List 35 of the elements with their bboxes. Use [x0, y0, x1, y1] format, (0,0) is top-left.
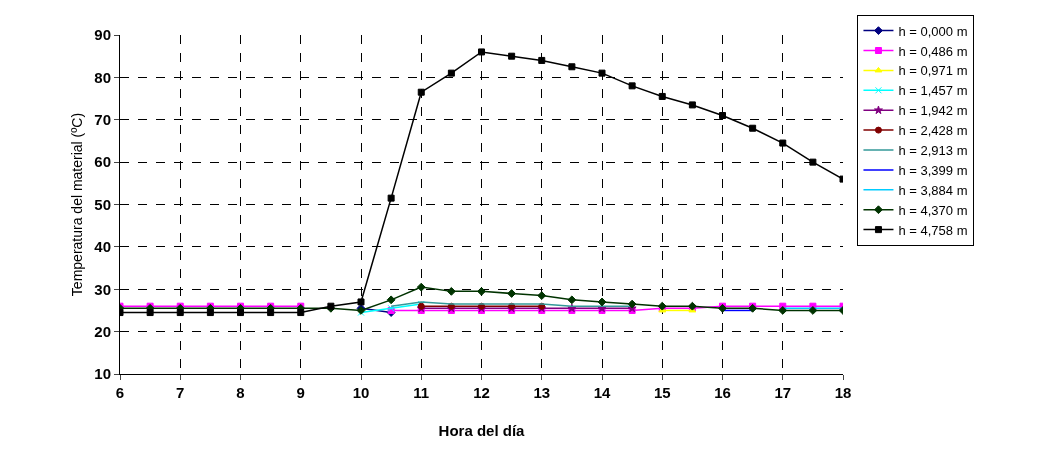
legend-label: h = 3,884 m — [898, 182, 968, 198]
x-tick-label: 8 — [236, 384, 245, 401]
legend-label: h = 4,370 m — [898, 202, 968, 218]
x-tick-label: 17 — [774, 384, 792, 401]
x-tick-label: 7 — [176, 384, 185, 401]
y-tick-label: 50 — [94, 195, 111, 213]
x-tick-label: 16 — [714, 384, 731, 401]
legend-label: h = 0,486 m — [898, 43, 968, 59]
x-tick-label: 13 — [533, 384, 551, 401]
y-tick-label: 10 — [94, 365, 111, 383]
legend-label: h = 4,758 m — [898, 222, 968, 238]
y-axis-title: Temperatura del material (ºC) — [69, 112, 85, 297]
legend-label: h = 3,399 m — [898, 162, 968, 178]
y-tick-label: 40 — [94, 238, 111, 256]
legend-label: h = 0,000 m — [898, 23, 968, 39]
y-tick-label: 80 — [94, 68, 111, 86]
y-tick-label: 60 — [94, 153, 111, 171]
y-tick-label: 90 — [94, 26, 111, 44]
x-tick-label: 14 — [593, 384, 611, 401]
x-tick-label: 10 — [352, 384, 370, 401]
x-tick-label: 18 — [834, 384, 852, 401]
legend-label: h = 2,428 m — [898, 123, 968, 139]
y-tick-label: 70 — [94, 111, 111, 128]
y-tick-label: 20 — [94, 322, 111, 340]
x-tick-label: 12 — [473, 384, 490, 401]
x-tick-label: 9 — [296, 384, 305, 401]
x-tick-label: 11 — [413, 384, 430, 401]
legend-label: h = 0,971 m — [898, 63, 968, 79]
x-axis-title: Hora del día — [438, 422, 526, 439]
legend-label: h = 1,457 m — [898, 83, 968, 99]
legend-label: h = 2,913 m — [898, 143, 968, 159]
y-tick-label: 30 — [94, 280, 111, 298]
legend-label: h = 1,942 m — [898, 103, 968, 119]
x-tick-label: 6 — [115, 384, 125, 401]
x-tick-label: 15 — [653, 384, 671, 401]
